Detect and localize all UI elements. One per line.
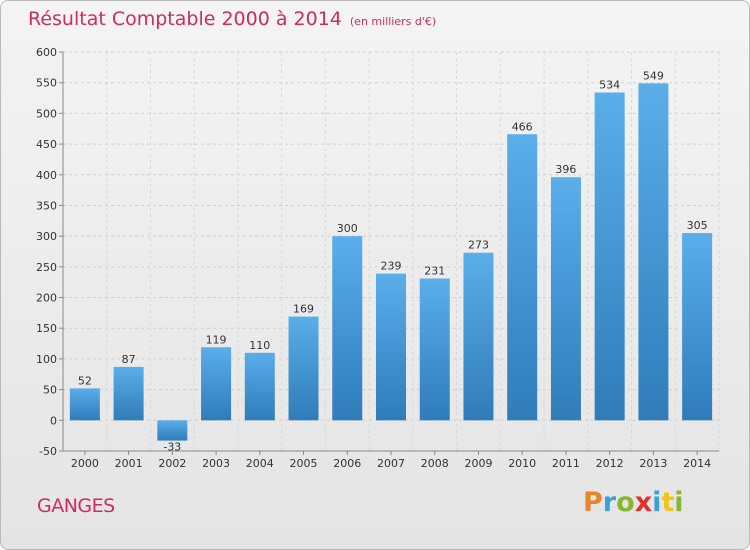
bar-2011	[550, 177, 581, 421]
logo-letter: i	[674, 487, 684, 518]
logo-letter: x	[634, 487, 653, 518]
logo-letter: i	[652, 487, 662, 518]
proxiti-logo[interactable]: Proxiti	[583, 487, 684, 518]
y-tick-label: 350	[36, 199, 57, 212]
y-tick-label: 200	[36, 292, 57, 305]
data-label-2000: 52	[78, 374, 92, 387]
x-tick-label: 2012	[596, 457, 624, 470]
y-tick-label: 100	[36, 353, 57, 366]
data-label-2011: 396	[555, 163, 576, 176]
x-tick-label: 2013	[639, 457, 667, 470]
y-tick-label: 500	[36, 107, 57, 120]
y-tick-label: 150	[36, 322, 57, 335]
data-label-2003: 119	[206, 333, 227, 346]
data-label-2007: 239	[381, 260, 402, 273]
data-label-2002: -33	[163, 441, 181, 454]
x-tick-label: 2006	[333, 457, 361, 470]
axes: -50 0 50 100 150 200 250 300 350 400 450 500 550 600 2…	[36, 46, 719, 470]
y-tick-label: 0	[50, 414, 57, 427]
logo-letter: P	[583, 487, 603, 518]
bar-2009	[463, 252, 494, 421]
data-label-2005: 169	[293, 303, 314, 316]
x-tick-label: 2011	[552, 457, 580, 470]
bar-2000	[69, 388, 100, 421]
data-label-2013: 549	[643, 69, 664, 82]
bar-2003	[201, 347, 232, 421]
data-label-2010: 466	[512, 120, 533, 133]
chart-title-text: Résultat Comptable 2000 à 2014	[28, 8, 342, 30]
x-tick-label: 2014	[683, 457, 711, 470]
bar-2001	[113, 366, 144, 421]
bar-2007	[376, 273, 406, 421]
x-tick-label: 2003	[202, 457, 230, 470]
data-label-2006: 300	[337, 222, 358, 235]
data-label-2001: 87	[122, 353, 136, 366]
y-tick-label: 50	[43, 384, 57, 397]
x-tick-label: 2010	[508, 457, 536, 470]
bar-2013	[638, 83, 669, 421]
data-label-2008: 231	[424, 265, 445, 278]
y-tick-label: 300	[36, 230, 57, 243]
bar-2006	[332, 236, 363, 421]
x-tick-label: 2002	[158, 457, 186, 470]
x-tick-label: 2001	[115, 457, 143, 470]
y-tick-label: 450	[36, 138, 57, 151]
bar-2005	[288, 316, 319, 421]
y-tick-label: 600	[36, 46, 57, 59]
data-label-2014: 305	[687, 219, 708, 232]
data-labels: 52 87 -33 119 110 169 300 239 231 273 466 396 534 549…	[78, 69, 708, 453]
bar-2002	[157, 420, 188, 441]
bar-2008	[419, 278, 450, 421]
x-tick-label: 2009	[464, 457, 492, 470]
logo-letter: o	[616, 487, 635, 518]
x-tick-label: 2004	[246, 457, 274, 470]
bars	[69, 83, 713, 441]
y-tick-label: 550	[36, 77, 57, 90]
chart-title: Résultat Comptable 2000 à 2014 (en millie…	[28, 8, 436, 30]
bar-2014	[682, 233, 713, 421]
x-tick-label: 2008	[421, 457, 449, 470]
data-label-2004: 110	[249, 339, 270, 352]
chart-subtitle: (en milliers d'€)	[349, 15, 437, 28]
city-name: GANGES	[37, 495, 115, 517]
x-tick-label: 2005	[290, 457, 318, 470]
bar-2004	[244, 352, 275, 421]
logo-letter: t	[661, 487, 675, 518]
bar-2012	[594, 92, 625, 421]
x-tick-label: 2007	[377, 457, 405, 470]
y-tick-label: -50	[39, 445, 57, 458]
y-tick-label: 400	[36, 169, 57, 182]
logo-letter: r	[602, 487, 617, 518]
x-tick-label: 2000	[71, 457, 99, 470]
bar-2010	[507, 134, 538, 421]
y-tick-label: 250	[36, 261, 57, 274]
data-label-2012: 534	[599, 79, 620, 92]
data-label-2009: 273	[468, 239, 489, 252]
